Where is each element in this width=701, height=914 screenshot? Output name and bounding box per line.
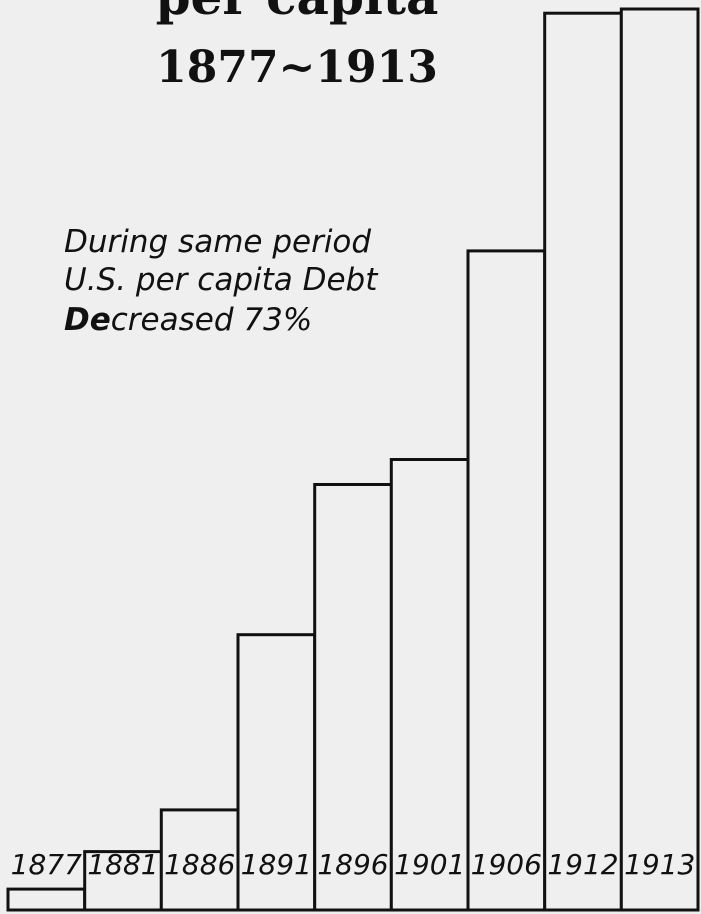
bar-1886 — [159, 808, 240, 912]
tick-labels-group: 1877 1881 1886 1891 1896 1901 1906 1912 1913 — [11, 848, 696, 881]
annotation-line-2: U.S. per capita Debt — [64, 262, 379, 298]
chart-title-line1: per capita — [156, 0, 439, 26]
tick-label-1912: 1912 — [547, 848, 618, 881]
bar-1912 — [543, 11, 623, 912]
bar-1896 — [313, 483, 393, 912]
chart-title-line2: 1877~1913 — [156, 42, 438, 93]
bars-group — [6, 7, 700, 912]
bar-1906 — [466, 249, 547, 912]
tick-label-1896: 1896 — [317, 848, 388, 881]
annotation-line-1: During same period — [64, 224, 371, 260]
tick-label-1913: 1913 — [624, 848, 695, 881]
tick-label-1891: 1891 — [241, 848, 312, 881]
tick-label-1877: 1877 — [11, 848, 82, 881]
annotation-line-3: Decreased 73% — [64, 302, 312, 338]
tick-label-1881: 1881 — [87, 848, 158, 881]
tick-label-1886: 1886 — [164, 848, 235, 881]
bar-1891 — [236, 633, 317, 912]
tick-label-1906: 1906 — [471, 848, 542, 881]
bar-1901 — [389, 458, 470, 912]
tick-label-1901: 1901 — [394, 848, 465, 881]
bar-1881 — [83, 850, 163, 912]
bar-1913 — [619, 7, 700, 912]
annotation-rest: creased 73% — [111, 302, 313, 338]
annotation-emphasis: De — [64, 302, 111, 338]
bar-1877 — [6, 887, 87, 912]
